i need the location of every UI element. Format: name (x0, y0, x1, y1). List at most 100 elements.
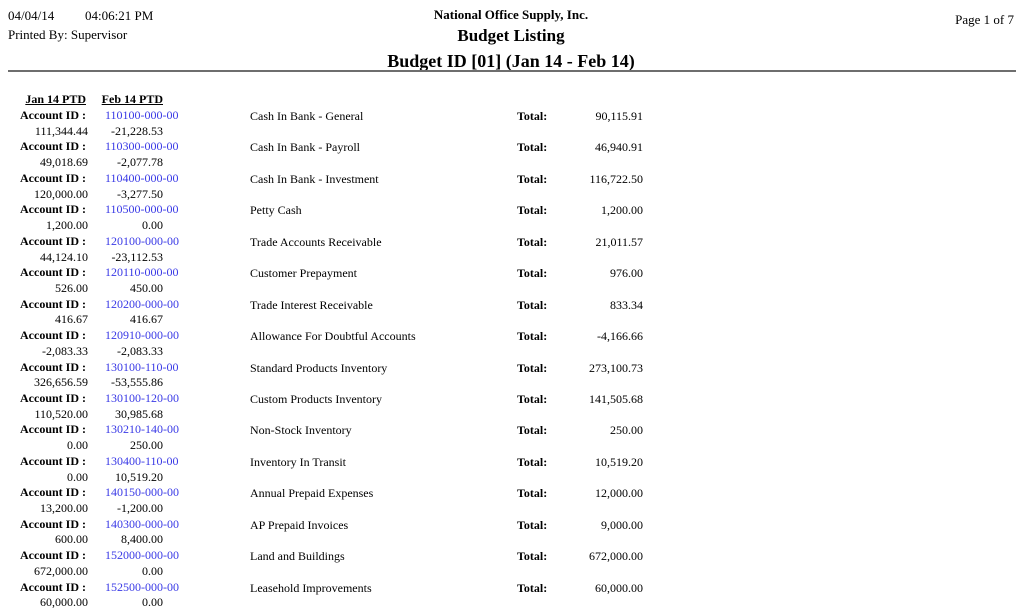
feb14-ptd-value: -2,077.78 (117, 155, 163, 170)
account-id-line: Account ID : 152000-000-00 (20, 548, 179, 562)
total-value: -4,166.66 (597, 329, 643, 344)
total-label: Total: (517, 171, 548, 186)
total-value: 9,000.00 (601, 517, 643, 532)
account-id-line: Account ID : 120200-000-00 (20, 297, 179, 311)
account-id-label: Account ID : (20, 170, 86, 185)
account-id-link[interactable]: 130100-120-00 (105, 390, 179, 405)
account-id-link[interactable]: 130100-110-00 (105, 359, 179, 374)
total-label: Total: (517, 517, 548, 532)
account-id-label: Account ID : (20, 485, 86, 500)
total-value: 60,000.00 (595, 580, 643, 595)
jan14-ptd-value: 110,520.00 (34, 406, 88, 421)
jan14-ptd-value: 526.00 (55, 280, 88, 295)
account-id-link[interactable]: 130400-110-00 (105, 453, 179, 468)
total-label: Total: (517, 360, 548, 375)
total-value: 976.00 (610, 266, 643, 281)
account-description: Petty Cash (250, 203, 302, 218)
total-label: Total: (517, 203, 548, 218)
total-label: Total: (517, 391, 548, 406)
page-indicator: Page 1 of 7 (955, 12, 1014, 27)
account-id-label: Account ID : (20, 233, 86, 248)
feb14-ptd-value: 416.67 (130, 312, 163, 327)
account-id-line: Account ID : 130400-110-00 (20, 454, 179, 468)
jan14-ptd-value: 49,018.69 (40, 155, 88, 170)
total-value: 116,722.50 (589, 171, 643, 186)
feb14-ptd-value: 10,519.20 (115, 469, 163, 484)
printed-by-value: Supervisor (70, 27, 128, 42)
jan14-ptd-value: 44,124.10 (40, 249, 88, 264)
account-description: Annual Prepaid Expenses (250, 486, 374, 501)
total-value: 672,000.00 (589, 549, 643, 564)
account-id-line: Account ID : 110100-000-00 (20, 108, 179, 122)
printed-by-line: Printed By: Supervisor (8, 27, 127, 43)
account-id-link[interactable]: 130210-140-00 (105, 422, 179, 437)
total-label: Total: (517, 297, 548, 312)
column-header-jan14-ptd: Jan 14 PTD (25, 92, 86, 106)
feb14-ptd-value: 30,985.68 (115, 406, 163, 421)
feb14-ptd-value: -23,112.53 (111, 249, 163, 264)
jan14-ptd-value: 120,000.00 (34, 186, 88, 201)
jan14-ptd-value: 13,200.00 (40, 501, 88, 516)
account-id-link[interactable]: 120110-000-00 (105, 265, 179, 280)
header-divider (8, 70, 1016, 72)
company-name: National Office Supply, Inc. (433, 7, 589, 22)
account-id-link[interactable]: 110500-000-00 (105, 202, 179, 217)
account-description: Leasehold Improvements (250, 580, 372, 595)
account-id-link[interactable]: 140300-000-00 (105, 516, 179, 531)
account-id-link[interactable]: 152500-000-00 (105, 579, 179, 594)
total-label: Total: (517, 549, 548, 564)
account-row: Account ID : 120100-000-00 Trade Accounts… (0, 234, 1022, 265)
total-value: 273,100.73 (589, 360, 643, 375)
jan14-ptd-value: 0.00 (67, 438, 88, 453)
account-id-line: Account ID : 140150-000-00 (20, 485, 179, 499)
account-row: Account ID : 152500-000-00 Leasehold Impr… (0, 580, 1022, 611)
account-id-link[interactable]: 120910-000-00 (105, 328, 179, 343)
account-id-line: Account ID : 140300-000-00 (20, 517, 179, 531)
feb14-ptd-value: -21,228.53 (111, 123, 163, 138)
account-row: Account ID : 130210-140-00 Non-Stock Inve… (0, 422, 1022, 453)
account-id-link[interactable]: 110300-000-00 (105, 139, 179, 154)
feb14-ptd-value: 250.00 (130, 438, 163, 453)
total-value: 250.00 (610, 423, 643, 438)
total-label: Total: (517, 234, 548, 249)
account-id-line: Account ID : 110400-000-00 (20, 171, 179, 185)
total-label: Total: (517, 580, 548, 595)
total-label: Total: (517, 329, 548, 344)
account-id-label: Account ID : (20, 359, 86, 374)
account-id-line: Account ID : 120110-000-00 (20, 265, 179, 279)
account-id-line: Account ID : 152500-000-00 (20, 580, 179, 594)
account-row: Account ID : 110300-000-00 Cash In Bank -… (0, 139, 1022, 170)
account-id-label: Account ID : (20, 516, 86, 531)
account-description: Cash In Bank - General (250, 109, 364, 123)
account-row: Account ID : 152000-000-00 Land and Build… (0, 548, 1022, 579)
account-description: AP Prepaid Invoices (250, 517, 349, 532)
feb14-ptd-value: 0.00 (142, 218, 163, 233)
account-description: Customer Prepayment (250, 266, 357, 281)
account-id-link[interactable]: 120200-000-00 (105, 296, 179, 311)
account-id-link[interactable]: 110100-000-00 (105, 108, 179, 122)
account-id-line: Account ID : 130100-120-00 (20, 391, 179, 405)
account-id-link[interactable]: 140150-000-00 (105, 485, 179, 500)
total-value: 90,115.91 (595, 109, 643, 123)
column-header-feb14-ptd: Feb 14 PTD (101, 92, 163, 106)
account-id-link[interactable]: 152000-000-00 (105, 548, 179, 563)
account-description: Trade Accounts Receivable (250, 234, 382, 249)
account-description: Trade Interest Receivable (250, 297, 373, 312)
account-id-label: Account ID : (20, 328, 86, 343)
rows: Account ID : 110100-000-00 Cash In Bank -… (0, 108, 1022, 611)
account-description: Non-Stock Inventory (250, 423, 352, 438)
total-label: Total: (517, 486, 548, 501)
account-id-link[interactable]: 110400-000-00 (105, 170, 179, 185)
account-row: Account ID : 120910-000-00 Allowance For … (0, 328, 1022, 359)
account-id-link[interactable]: 120100-000-00 (105, 233, 179, 248)
total-label: Total: (517, 266, 548, 281)
total-value: 1,200.00 (601, 203, 643, 218)
feb14-ptd-value: -2,083.33 (117, 343, 163, 358)
report-date: 04/04/14 (8, 8, 55, 23)
account-id-label: Account ID : (20, 548, 86, 563)
account-description: Cash In Bank - Investment (250, 171, 379, 186)
account-row: Account ID : 110400-000-00 Cash In Bank -… (0, 171, 1022, 202)
feb14-ptd-value: -3,277.50 (117, 186, 163, 201)
feb14-ptd-value: 8,400.00 (121, 532, 163, 547)
account-id-line: Account ID : 130210-140-00 (20, 422, 179, 436)
